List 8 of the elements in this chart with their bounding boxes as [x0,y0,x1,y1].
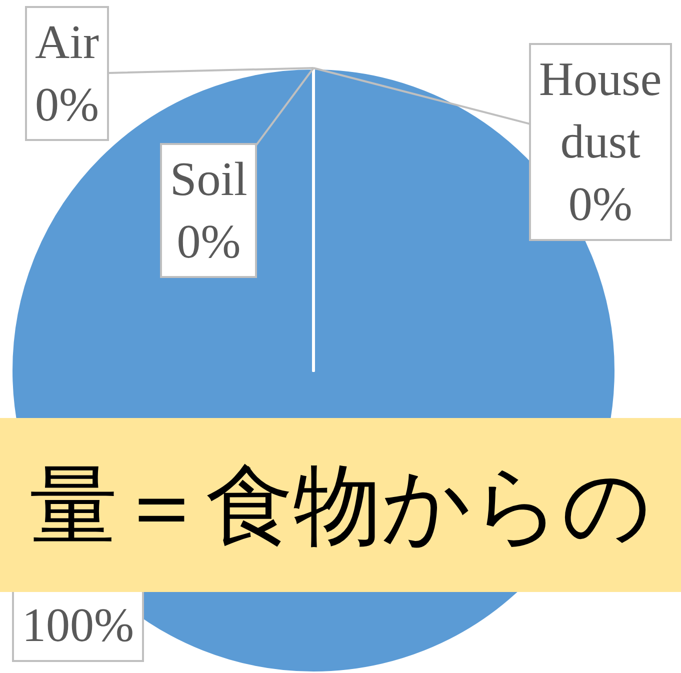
data-label: 100% [22,599,134,652]
text: 量＝食物からの [30,454,652,556]
text: 0% [35,78,99,132]
category-label: Air [35,16,99,69]
legend-label: House dust [539,53,662,168]
text: 0% [176,215,241,268]
category-label: Soil [170,153,248,206]
text: 0% [568,178,632,231]
